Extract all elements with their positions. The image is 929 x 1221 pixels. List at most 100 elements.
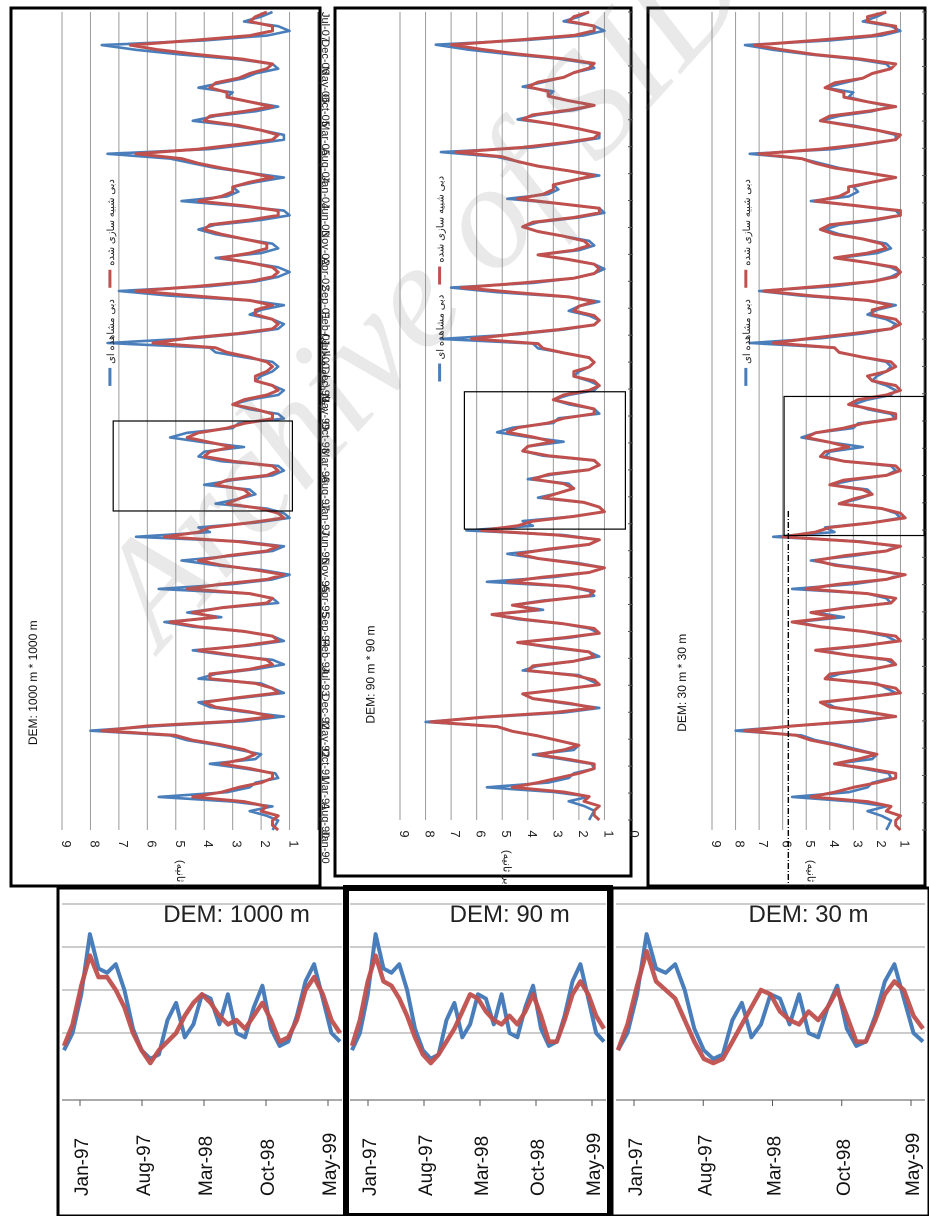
x-tick-label: Apr-95 [319,585,331,618]
x-tick-label: Dec-06 [319,39,331,74]
zoom-highlight-box [463,391,626,530]
legend-label: دبی شبیه سازی شده [436,176,447,263]
y-tick-label: 9 [397,830,412,837]
x-tick-label: Feb-01 [319,312,331,347]
zoom-panel-1: DEM: 90 m Jan-97 Aug-97 Mar-98 Oct-98 May-99 [343,885,613,1219]
y-tick-label: 3 [550,830,565,837]
panel-title: DEM: 1000 m * 1000 m [26,620,40,745]
y-tick-label: 3 [230,840,245,847]
zoom-x-tick-label: Oct-98 [834,1139,855,1196]
y-tick-label: 1 [897,840,912,847]
y-tick-label: 8 [423,830,438,837]
x-tick-label: Oct-05 [319,94,331,127]
y-tick-label: 2 [258,840,273,847]
y-tick-label: 3 [850,840,865,847]
zoom-x-tick-label: Oct-98 [258,1139,279,1196]
simulated-series-line [429,10,606,822]
zoom-panel-frame [56,886,348,1218]
zoom-x-tick-label: Aug-97 [134,1135,155,1196]
y-tick-label: 4 [525,830,540,837]
x-tick-label: Aug-90 [319,803,331,838]
y-tick-label: 7 [756,840,771,847]
y-tick-label: 8 [87,840,102,847]
y-tick-label: 0 [627,830,642,837]
y-tick-label: 7 [448,830,463,837]
y-tick-label: 2 [874,840,889,847]
legend-entry: دبی مشاهده ای [106,299,117,386]
zoom-simulated-line [61,953,342,1066]
x-tick-label: Sep-01 [319,285,331,320]
y-tick-label: 4 [827,840,842,847]
legend-entry: دبی شبیه سازی شده [106,179,117,288]
x-tick-label: Jan-90 [319,830,331,864]
zoom-highlight-box [783,395,925,537]
zoom-x-tick-label: Jan-97 [360,1138,381,1196]
x-tick-label: Mar-98 [319,448,331,483]
legend-label: دبی مشاهده ای [106,299,117,364]
zoom-panel-frame [610,886,929,1218]
y-tick-label: 9 [59,840,74,847]
panel-title: DEM: 90 m * 90 m [364,626,378,724]
y-tick-label: 9 [709,840,724,847]
x-tick-label: May-92 [319,721,331,758]
x-tick-label: Jul-93 [319,666,331,696]
zoom-x-tick-label: Mar-98 [196,1136,217,1196]
zoom-x-tick-label: Mar-98 [472,1136,493,1196]
zoom-x-tick-label: Oct-98 [528,1139,549,1196]
x-tick-label: Jan-97 [319,503,331,537]
zoom-panel-0: DEM: 1000 m Jan-97 Aug-97 Mar-98 Oct-98 May-9… [56,886,348,1218]
y-tick-label: 1 [287,840,302,847]
y-tick-label: 6 [144,840,159,847]
x-axis-label: زمان(ماه میلادی) [319,333,331,410]
y-tick-label: 6 [474,830,489,837]
x-tick-label: Jul-07 [319,12,331,42]
y-tick-label: 5 [173,840,188,847]
y-tick-label: 1 [601,830,616,837]
y-tick-label: 5 [499,830,514,837]
x-tick-label: Apr-02 [319,257,331,290]
x-tick-label: May-06 [319,67,331,104]
x-tick-label: Jun-96 [319,530,331,564]
x-tick-label: Dec-92 [319,694,331,729]
x-tick-label: Dec-99 [319,366,331,401]
zoom-simulated-line [615,949,925,1066]
zoom-x-tick-label: May-99 [584,1133,605,1196]
x-tick-label: Nov-95 [319,557,331,592]
legend-label: دبی مشاهده ای [436,295,447,360]
y-tick-label: 4 [201,840,216,847]
y-tick-label: 7 [116,840,131,847]
zoom-x-tick-label: May-99 [320,1133,341,1196]
zoom-panel-2: DEM: 30 m Jan-97 Aug-97 Mar-98 Oct-98 May-99 [610,886,929,1218]
legend-label: دبی مشاهده ای [742,299,753,364]
x-tick-label: Oct-98 [319,421,331,454]
top-panel-2: 987654321دبی (متر مکعب بر ثانیه)DEM: 30 … [646,6,927,968]
simulated-series-line [743,10,907,832]
zoom-panel-title: DEM: 90 m [450,901,570,928]
zoom-x-tick-label: Aug-97 [416,1135,437,1196]
x-tick-label: Nov-02 [319,230,331,265]
panel-title: DEM: 30 m * 30 m [675,634,689,732]
top-panel-1: 9876543210دبی (متر مکعب بر ثانیه)DEM: 90… [333,6,642,958]
zoom-x-tick-label: Jan-97 [72,1138,93,1196]
y-tick-label: 6 [780,840,795,847]
legend-entry: دبی شبیه سازی شده [742,179,753,288]
legend-entry: دبی مشاهده ای [742,299,753,386]
x-tick-label: Jul-00 [319,339,331,369]
zoom-x-tick-label: Aug-97 [695,1135,716,1196]
zoom-x-tick-label: May-99 [903,1133,924,1196]
x-tick-label: Feb-94 [319,639,331,674]
legend-label: دبی شبیه سازی شده [742,179,753,266]
x-tick-label: Oct-91 [319,748,331,781]
zoom-panel-title: DEM: 30 m [749,901,869,928]
x-tick-label: May-99 [319,394,331,431]
zoom-x-tick-label: Mar-98 [765,1136,786,1196]
panel-frame [333,6,633,878]
x-tick-label: Sep-94 [319,612,331,647]
zoom-panel-title: DEM: 1000 m [163,901,310,928]
legend-entry: دبی شبیه سازی شده [436,176,447,285]
zoom-highlight-box [112,420,293,512]
y-tick-label: 2 [576,830,591,837]
y-tick-label: 5 [803,840,818,847]
